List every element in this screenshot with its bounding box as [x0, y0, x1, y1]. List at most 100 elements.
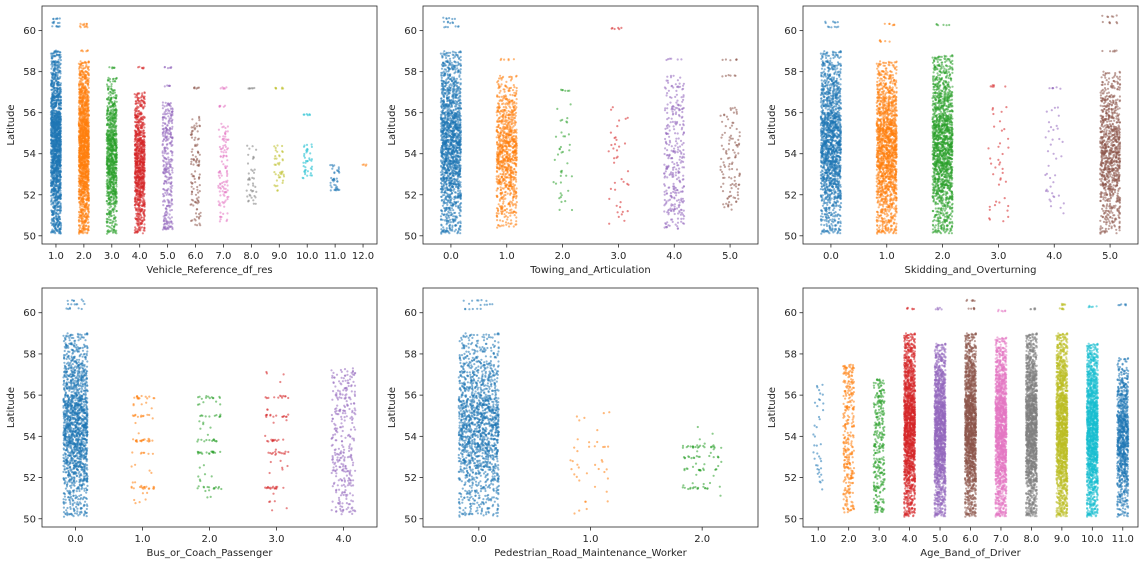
- point: [106, 129, 109, 132]
- point: [77, 108, 80, 111]
- point: [55, 150, 58, 153]
- point: [112, 225, 116, 228]
- point: [57, 68, 60, 71]
- point: [81, 166, 84, 169]
- point: [135, 157, 138, 160]
- point: [112, 148, 115, 151]
- point: [106, 142, 109, 145]
- point: [106, 112, 109, 115]
- point: [52, 158, 55, 161]
- point: [81, 201, 84, 204]
- point: [54, 116, 58, 119]
- point: [109, 221, 112, 224]
- point: [55, 181, 58, 184]
- point: [56, 89, 59, 92]
- point: [113, 143, 116, 146]
- point: [57, 123, 60, 126]
- outlier-point: [83, 22, 86, 25]
- point: [134, 116, 137, 119]
- point: [79, 99, 82, 102]
- point: [143, 223, 146, 226]
- point: [57, 215, 60, 218]
- point: [135, 194, 138, 197]
- point: [77, 120, 80, 123]
- point: [108, 201, 111, 204]
- point: [87, 213, 90, 216]
- point: [87, 125, 90, 128]
- point: [115, 146, 118, 149]
- point: [110, 160, 113, 163]
- point: [77, 62, 80, 65]
- point: [51, 135, 54, 138]
- point: [54, 206, 57, 209]
- point: [85, 203, 88, 206]
- point: [110, 104, 113, 108]
- point: [143, 214, 146, 217]
- point: [134, 172, 137, 176]
- outlier-point: [58, 17, 61, 20]
- point: [81, 128, 84, 131]
- point: [58, 91, 61, 94]
- point: [135, 118, 138, 121]
- point: [59, 62, 62, 65]
- point: [54, 172, 57, 176]
- point: [59, 56, 62, 60]
- point: [50, 155, 53, 158]
- point: [52, 186, 56, 190]
- point: [58, 129, 62, 132]
- point: [87, 168, 90, 171]
- point: [50, 127, 53, 130]
- point: [53, 76, 56, 79]
- point: [87, 114, 90, 117]
- point: [134, 206, 137, 209]
- point: [133, 140, 136, 143]
- point: [53, 150, 56, 153]
- point: [83, 177, 86, 180]
- point: [87, 192, 90, 195]
- point: [112, 132, 115, 135]
- point: [57, 115, 61, 118]
- point: [80, 208, 83, 211]
- point: [87, 196, 90, 199]
- point: [115, 114, 118, 117]
- point: [107, 216, 111, 219]
- point: [83, 166, 86, 170]
- point: [87, 109, 90, 112]
- point: [110, 148, 113, 151]
- point: [59, 143, 62, 147]
- point: [114, 219, 117, 222]
- point: [56, 175, 60, 178]
- point: [135, 110, 138, 113]
- point: [107, 182, 110, 185]
- point: [143, 91, 146, 94]
- point: [108, 180, 111, 183]
- point: [115, 185, 118, 188]
- point: [50, 197, 53, 200]
- point: [87, 135, 90, 138]
- point: [59, 206, 62, 209]
- point: [80, 192, 83, 195]
- point: [115, 178, 118, 181]
- point: [86, 117, 89, 120]
- point: [114, 158, 118, 161]
- point: [51, 62, 54, 65]
- point: [108, 153, 111, 156]
- point: [140, 157, 143, 160]
- point: [113, 175, 117, 178]
- point: [59, 139, 62, 142]
- point: [87, 139, 90, 142]
- point: [84, 221, 87, 224]
- point: [140, 216, 143, 219]
- outlier-point: [56, 21, 60, 25]
- point: [134, 198, 137, 201]
- point: [78, 206, 81, 209]
- point: [108, 170, 111, 174]
- point: [114, 112, 117, 115]
- point: [82, 227, 85, 230]
- point: [85, 80, 88, 83]
- point: [86, 177, 89, 180]
- point: [50, 209, 53, 212]
- point: [110, 196, 113, 199]
- point: [84, 74, 87, 77]
